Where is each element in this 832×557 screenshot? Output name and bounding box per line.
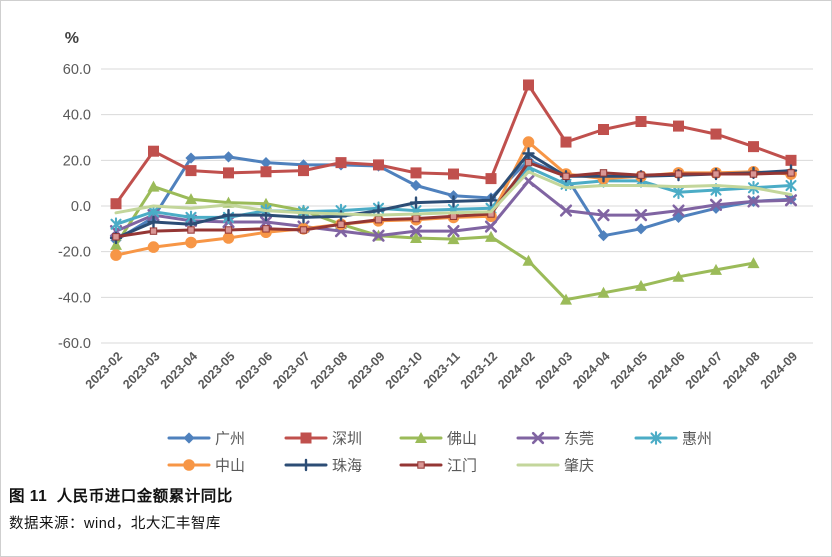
legend-item-8: 江门 [399,458,477,475]
legend-item-5: 惠州 [634,431,712,448]
x-tick-label: 2023-09 [345,349,387,391]
x-tick-label: 2024-06 [645,349,687,391]
legend-label: 江门 [447,458,477,475]
y-tick-label: 20.0 [63,153,91,169]
legend-label: 珠海 [332,458,362,475]
figure-caption-title: 图 11 人民币进口金额累计同比 [9,488,233,505]
y-axis-unit-label: % [65,30,79,47]
x-tick-label: 2024-04 [570,349,612,391]
x-tick-label: 2023-06 [233,349,275,391]
legend-item-6: 中山 [167,458,245,475]
x-tick-label: 2023-11 [421,349,463,391]
series-3-line [110,180,760,305]
legend-item-2: 深圳 [284,431,362,448]
x-tick-label: 2024-08 [720,349,762,391]
series-8-line [112,158,795,241]
legend-item-4: 东莞 [516,431,594,448]
legend-label: 东莞 [564,431,594,448]
x-tick-label: 2023-08 [308,349,350,391]
x-tick-label: 2023-05 [195,349,237,391]
x-tick-label: 2023-03 [120,349,162,391]
x-tick-label: 2024-07 [683,349,725,391]
series-2-line [110,79,797,210]
y-tick-label: 40.0 [63,108,91,124]
legend-label: 广州 [215,431,245,448]
x-tick-label: 2024-05 [608,349,650,391]
import-yoy-line-chart: 60.040.020.00.0-20.0-40.0-60.0%2023-0220… [58,30,813,475]
y-tick-label: 60.0 [63,62,91,78]
x-tick-label: 2024-09 [758,349,800,391]
x-tick-label: 2024-02 [495,349,537,391]
legend-item-1: 广州 [167,431,245,448]
y-tick-label: 0.0 [71,199,91,215]
legend-item-9: 肇庆 [516,458,594,475]
x-tick-label: 2024-03 [533,349,575,391]
legend-label: 深圳 [332,431,362,448]
y-tick-label: -20.0 [58,245,91,261]
x-tick-label: 2023-12 [458,349,500,391]
x-tick-label: 2023-04 [158,349,200,391]
figure-data-source: 数据来源：wind，北大汇丰智库 [9,516,221,532]
legend-item-3: 佛山 [399,431,477,448]
legend-item-7: 珠海 [284,458,362,475]
y-tick-label: -40.0 [58,290,91,306]
x-tick-label: 2023-10 [383,349,425,391]
x-tick-label: 2023-07 [270,349,312,391]
legend-label: 肇庆 [564,458,594,475]
x-tick-label: 2023-02 [83,349,125,391]
legend-label: 中山 [215,458,245,475]
legend-label: 惠州 [682,431,712,448]
series-9-line [114,170,793,217]
legend-label: 佛山 [447,431,477,448]
y-tick-label: -60.0 [58,336,91,352]
